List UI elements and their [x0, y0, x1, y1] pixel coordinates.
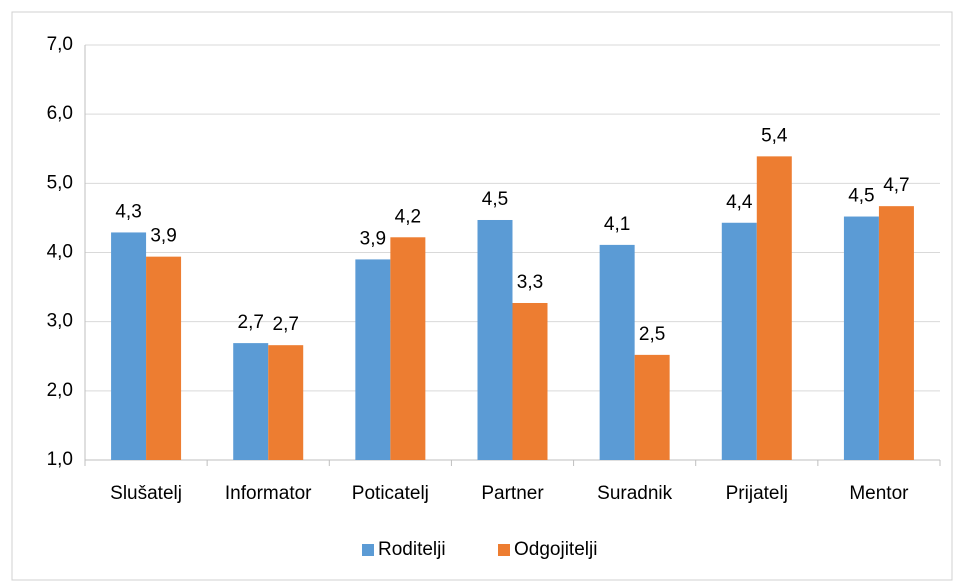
- data-label: 4,7: [883, 175, 909, 196]
- bar: [843, 216, 879, 460]
- data-label: 3,3: [517, 272, 543, 293]
- data-label: 2,7: [273, 314, 299, 335]
- legend-label: Odgojitelji: [514, 539, 597, 560]
- data-label: 4,5: [848, 186, 874, 207]
- data-label: 3,9: [150, 226, 176, 247]
- legend-swatch: [362, 544, 374, 556]
- data-label: 3,9: [360, 228, 386, 249]
- x-tick-label: Prijatelj: [726, 483, 788, 504]
- bar: [233, 343, 269, 460]
- y-tick-label: 2,0: [47, 380, 73, 401]
- bar: [146, 256, 182, 460]
- x-tick-label: Slušatelj: [110, 483, 182, 504]
- bar: [721, 222, 757, 460]
- y-tick-label: 6,0: [47, 103, 73, 124]
- data-label: 4,2: [395, 206, 421, 227]
- legend-label: Roditelji: [378, 539, 446, 560]
- legend-swatch: [498, 544, 510, 556]
- data-label: 2,7: [238, 312, 264, 333]
- y-tick-label: 7,0: [47, 34, 73, 55]
- data-label: 4,1: [604, 214, 630, 235]
- data-label: 5,4: [761, 125, 788, 146]
- bar: [634, 354, 670, 460]
- x-tick-label: Informator: [225, 483, 312, 504]
- y-tick-label: 5,0: [47, 172, 73, 193]
- x-tick-label: Mentor: [849, 483, 909, 504]
- y-tick-label: 4,0: [47, 242, 73, 263]
- bar: [355, 259, 391, 460]
- data-label: 4,5: [482, 189, 508, 210]
- x-tick-label: Poticatelj: [352, 483, 429, 504]
- data-label: 2,5: [639, 324, 665, 345]
- y-tick-label: 3,0: [47, 311, 73, 332]
- bar: [390, 237, 426, 460]
- bar: [599, 244, 635, 460]
- bar: [756, 156, 792, 460]
- bar: [477, 219, 513, 460]
- bar: [878, 206, 914, 460]
- data-label: 4,3: [115, 201, 141, 222]
- bar: [268, 345, 304, 460]
- bar: [512, 302, 548, 460]
- y-tick-label: 1,0: [47, 449, 73, 470]
- x-tick-label: Suradnik: [597, 483, 672, 504]
- bar: [111, 232, 147, 460]
- data-label: 4,4: [726, 192, 753, 213]
- x-tick-label: Partner: [481, 483, 544, 504]
